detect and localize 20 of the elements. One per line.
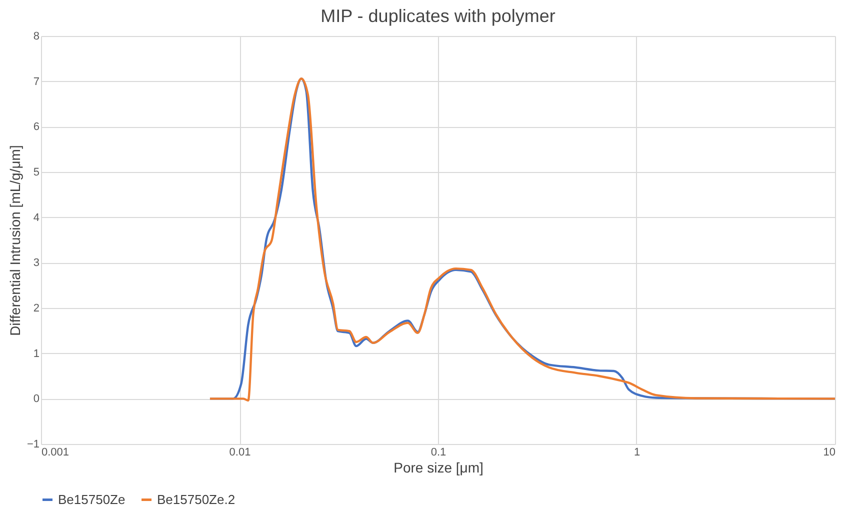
x-tick-label: 0.1 bbox=[430, 446, 446, 458]
y-tick-label: 0 bbox=[33, 393, 40, 406]
legend-label: Be15750Ze bbox=[58, 492, 126, 507]
y-tick-label: 2 bbox=[33, 302, 40, 314]
x-tick-label: 1 bbox=[634, 446, 640, 458]
y-tick-label: 5 bbox=[33, 166, 40, 178]
y-tick-label: −1 bbox=[26, 438, 40, 450]
y-tick-label: 6 bbox=[33, 121, 40, 134]
legend-label: Be15750Ze.2 bbox=[157, 492, 236, 507]
y-tick-label: 3 bbox=[33, 257, 40, 270]
y-tick-label: 7 bbox=[33, 76, 40, 88]
y-tick-label: 8 bbox=[33, 30, 40, 42]
y-axis-title: Differential Intrusion [mL/g/μm] bbox=[6, 145, 23, 336]
y-tick-label: 4 bbox=[33, 212, 40, 224]
x-tick-label: 0.01 bbox=[229, 446, 251, 458]
x-tick-label: 0.001 bbox=[42, 446, 70, 458]
x-tick-label: 10 bbox=[823, 446, 836, 458]
y-tick-label: 1 bbox=[33, 348, 40, 360]
x-axis-title: Pore size [μm] bbox=[394, 460, 484, 476]
chart-title: MIP - duplicates with polymer bbox=[320, 6, 556, 26]
